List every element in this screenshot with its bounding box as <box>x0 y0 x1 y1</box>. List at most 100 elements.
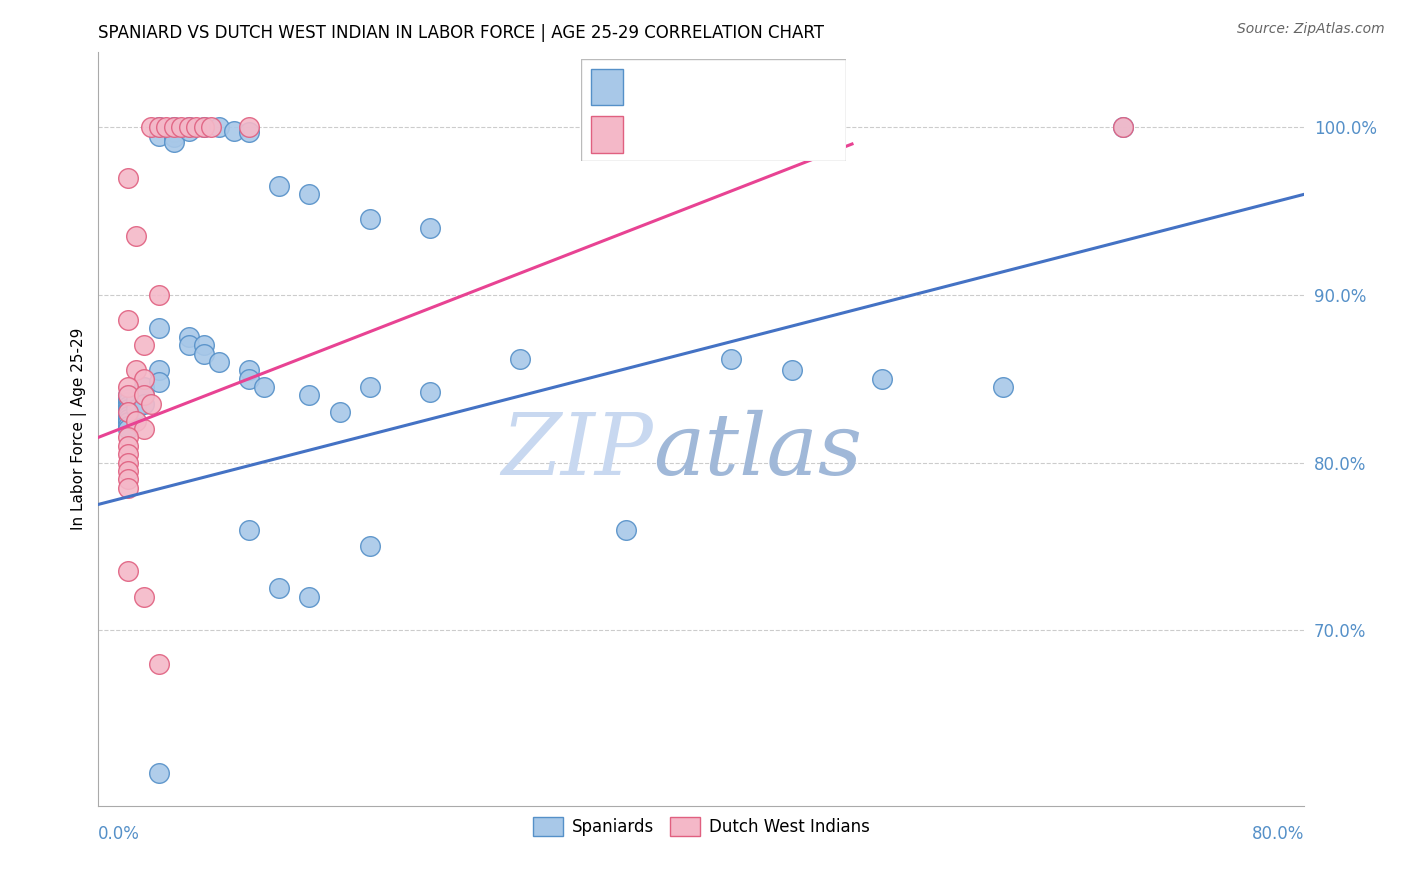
Point <box>117 430 139 444</box>
Point <box>117 380 139 394</box>
Point <box>148 321 170 335</box>
Point <box>148 375 170 389</box>
Point <box>238 523 260 537</box>
Point <box>117 472 139 486</box>
Point <box>1112 120 1135 135</box>
Text: atlas: atlas <box>652 410 862 493</box>
Point <box>193 120 215 135</box>
Point <box>419 385 441 400</box>
Text: Source: ZipAtlas.com: Source: ZipAtlas.com <box>1237 22 1385 37</box>
Point <box>132 388 155 402</box>
Point <box>238 363 260 377</box>
Point <box>163 120 186 135</box>
Point <box>117 313 139 327</box>
Point <box>193 338 215 352</box>
Point <box>359 212 381 227</box>
Point <box>155 120 177 135</box>
Point <box>238 372 260 386</box>
Point <box>132 372 155 386</box>
Point <box>193 120 215 135</box>
Point <box>139 120 162 135</box>
Point <box>117 565 139 579</box>
Point <box>117 412 139 426</box>
Point <box>177 123 200 137</box>
Point <box>117 405 139 419</box>
Point <box>117 447 139 461</box>
Point <box>170 120 193 135</box>
Point <box>117 405 139 419</box>
Point <box>222 123 245 137</box>
Point <box>163 120 186 135</box>
Point <box>991 380 1014 394</box>
Point <box>177 120 200 135</box>
Point <box>298 590 321 604</box>
Point <box>208 120 231 135</box>
Point <box>163 130 186 145</box>
Point <box>132 388 155 402</box>
Point <box>253 380 276 394</box>
Point <box>148 657 170 671</box>
Point <box>117 409 139 423</box>
Point <box>163 125 186 139</box>
Point <box>117 415 139 429</box>
Point <box>125 363 148 377</box>
Point <box>117 464 139 478</box>
Point <box>200 120 222 135</box>
Text: 80.0%: 80.0% <box>1251 825 1305 843</box>
Point <box>139 397 162 411</box>
Point <box>117 170 139 185</box>
Point <box>269 581 291 595</box>
Point <box>132 338 155 352</box>
Point <box>117 456 139 470</box>
Point <box>117 392 139 406</box>
Point <box>870 372 893 386</box>
Point <box>132 397 155 411</box>
Point <box>1112 120 1135 135</box>
Point <box>117 388 139 402</box>
Point <box>186 120 208 135</box>
Point <box>132 422 155 436</box>
Text: SPANIARD VS DUTCH WEST INDIAN IN LABOR FORCE | AGE 25-29 CORRELATION CHART: SPANIARD VS DUTCH WEST INDIAN IN LABOR F… <box>98 24 824 42</box>
Point <box>117 395 139 409</box>
Point <box>269 178 291 193</box>
Point <box>298 187 321 202</box>
Point <box>125 393 148 408</box>
Point <box>298 388 321 402</box>
Legend: Spaniards, Dutch West Indians: Spaniards, Dutch West Indians <box>526 811 876 843</box>
Point <box>117 439 139 453</box>
Point <box>125 401 148 416</box>
Point <box>132 590 155 604</box>
Point <box>117 388 139 402</box>
Point <box>238 125 260 139</box>
Point <box>163 136 186 150</box>
Point <box>148 288 170 302</box>
Point <box>780 363 803 377</box>
Point <box>177 338 200 352</box>
Point <box>125 414 148 428</box>
Point <box>125 229 148 244</box>
Y-axis label: In Labor Force | Age 25-29: In Labor Force | Age 25-29 <box>72 327 87 530</box>
Point <box>117 401 139 416</box>
Point <box>509 351 531 366</box>
Point <box>328 405 350 419</box>
Point <box>238 120 260 135</box>
Point <box>419 220 441 235</box>
Point <box>359 380 381 394</box>
Text: 0.0%: 0.0% <box>98 825 141 843</box>
Point <box>148 120 170 135</box>
Point <box>614 523 637 537</box>
Point <box>148 765 170 780</box>
Point <box>117 418 139 433</box>
Text: ZIP: ZIP <box>501 410 652 493</box>
Point <box>177 330 200 344</box>
Point <box>359 539 381 553</box>
Point <box>148 120 170 135</box>
Point <box>117 481 139 495</box>
Point <box>117 422 139 436</box>
Point <box>148 363 170 377</box>
Point <box>132 380 155 394</box>
Point <box>148 128 170 143</box>
Point <box>117 399 139 413</box>
Point <box>193 346 215 360</box>
Point <box>208 355 231 369</box>
